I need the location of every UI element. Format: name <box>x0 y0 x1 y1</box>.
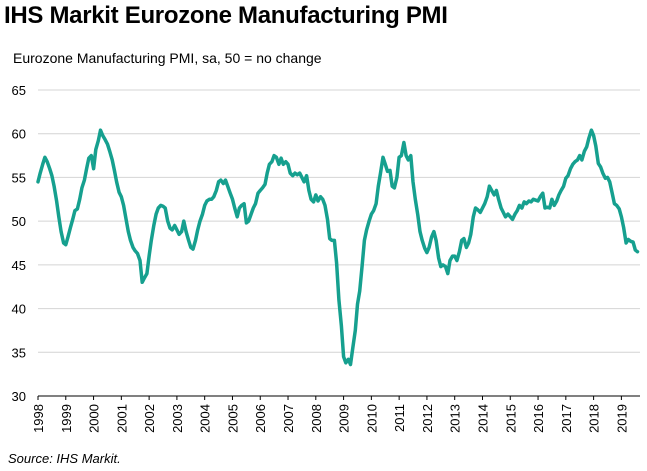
y-tick-label: 45 <box>12 258 26 273</box>
x-tick-label: 2002 <box>142 404 157 433</box>
x-tick-label: 2001 <box>114 404 129 433</box>
x-tick-label: 2008 <box>309 404 324 433</box>
chart-title: IHS Markit Eurozone Manufacturing PMI <box>4 2 448 29</box>
x-tick-label: 2007 <box>281 404 296 433</box>
x-tick-label: 2014 <box>475 404 490 433</box>
x-tick-label: 1998 <box>31 404 46 433</box>
x-tick-label: 2004 <box>198 404 213 433</box>
y-axis-ticks: 30 35 40 45 50 55 60 65 <box>12 83 26 404</box>
gridlines <box>38 89 640 397</box>
x-axis: 1998 1999 2000 2001 2002 2003 2004 2005 2006 2007… <box>31 396 629 433</box>
chart-subtitle: Eurozone Manufacturing PMI, sa, 50 = no … <box>13 50 322 66</box>
x-tick-label: 2003 <box>170 404 185 433</box>
y-tick-label: 40 <box>12 302 26 317</box>
y-tick-label: 65 <box>12 83 26 98</box>
x-tick-label: 2012 <box>420 404 435 433</box>
x-tick-label: 2019 <box>614 404 629 433</box>
chart-source: Source: IHS Markit. <box>8 451 121 466</box>
x-tick-label: 2009 <box>337 404 352 433</box>
y-tick-label: 60 <box>12 127 26 142</box>
x-tick-label: 2006 <box>253 404 268 433</box>
x-tick-label: 2016 <box>531 404 546 433</box>
x-tick-label: 2018 <box>587 404 602 433</box>
y-tick-label: 30 <box>12 389 26 404</box>
y-tick-label: 35 <box>12 345 26 360</box>
x-tick-label: 2005 <box>225 404 240 433</box>
x-tick-label: 2015 <box>503 404 518 433</box>
x-tick-label: 2013 <box>448 404 463 433</box>
y-tick-label: 55 <box>12 170 26 185</box>
pmi-series-line <box>36 128 640 367</box>
y-tick-label: 50 <box>12 214 26 229</box>
series-layer <box>36 128 640 367</box>
x-tick-label: 2010 <box>364 404 379 433</box>
x-tick-label: 2000 <box>87 404 102 433</box>
x-tick-label: 2017 <box>559 404 574 433</box>
x-tick-label: 2011 <box>392 404 407 432</box>
x-tick-label: 1999 <box>59 404 74 433</box>
